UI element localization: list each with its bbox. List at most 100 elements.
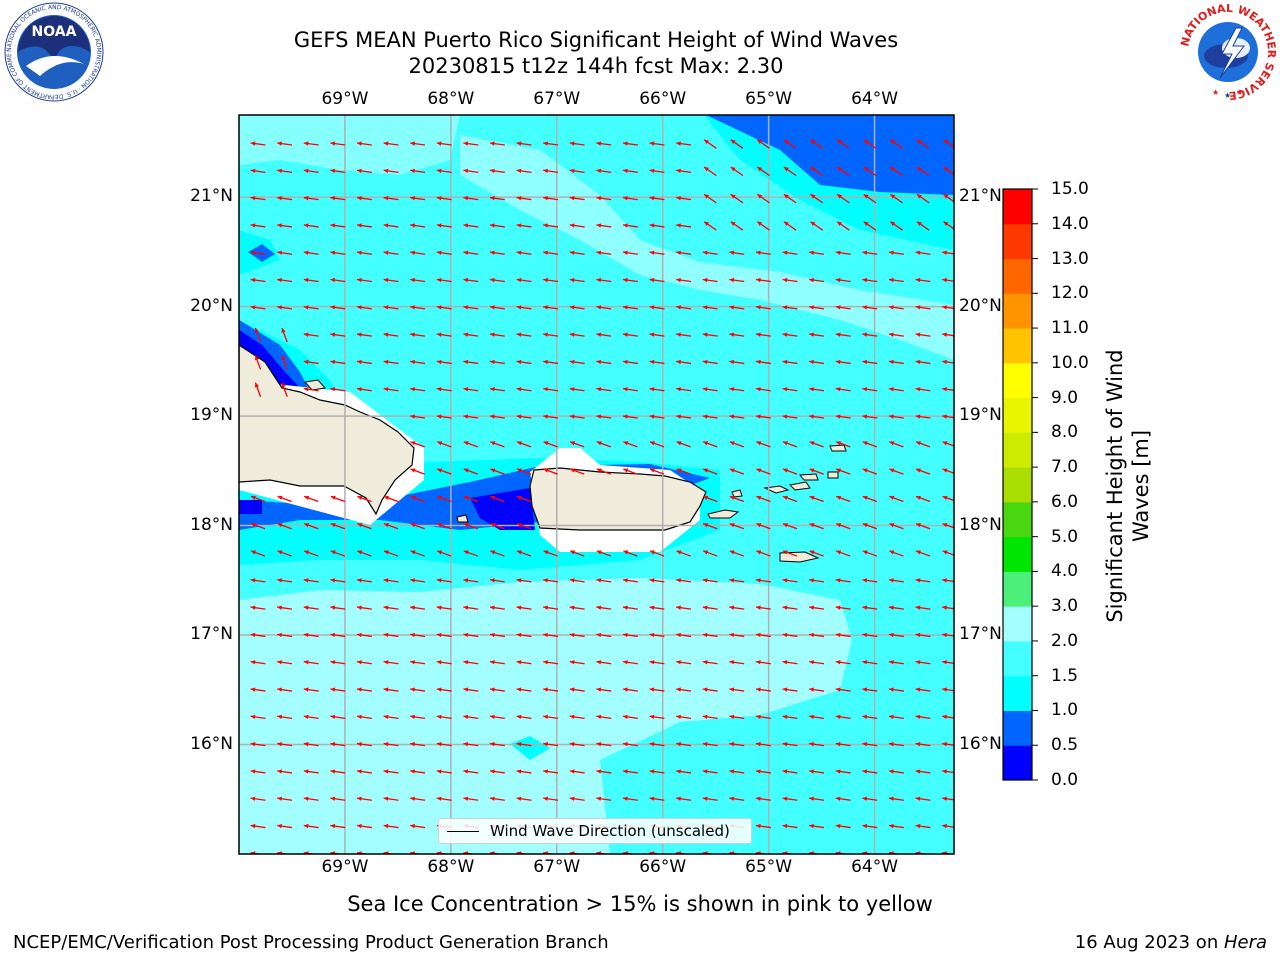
wave-direction-arrow bbox=[915, 578, 931, 583]
wave-direction-arrow bbox=[836, 166, 850, 177]
wave-direction-arrow bbox=[730, 139, 744, 149]
wave-direction-arrow bbox=[356, 250, 372, 255]
wave-direction-arrow bbox=[649, 441, 665, 448]
wave-direction-arrow bbox=[569, 769, 585, 774]
wave-direction-arrow bbox=[596, 414, 612, 419]
wave-direction-arrow bbox=[303, 769, 319, 774]
wave-direction-arrow bbox=[649, 223, 665, 228]
wave-direction-arrow bbox=[809, 687, 825, 692]
wave-direction-arrow bbox=[356, 714, 372, 720]
wave-direction-arrow bbox=[782, 742, 798, 747]
wave-direction-arrow bbox=[356, 742, 372, 747]
wave-direction-arrow bbox=[489, 742, 505, 747]
wave-direction-arrow bbox=[809, 796, 825, 801]
wave-direction-arrow bbox=[596, 769, 612, 774]
wave-direction-arrow bbox=[516, 387, 532, 392]
wave-direction-arrow bbox=[463, 277, 479, 283]
wave-direction-arrow bbox=[303, 495, 319, 503]
wave-direction-arrow bbox=[463, 196, 479, 201]
wave-direction-arrow bbox=[463, 742, 479, 747]
wave-direction-arrow bbox=[783, 139, 797, 149]
wave-direction-arrow bbox=[569, 141, 585, 146]
wave-direction-arrow bbox=[383, 823, 399, 829]
wave-direction-arrow bbox=[889, 523, 904, 530]
wave-direction-arrow bbox=[676, 441, 691, 448]
wave-direction-arrow bbox=[436, 660, 452, 665]
wave-direction-arrow bbox=[809, 468, 824, 475]
wave-direction-arrow bbox=[489, 387, 505, 392]
wave-direction-arrow bbox=[596, 277, 612, 283]
colorbar-level-label: 0.5 bbox=[1051, 735, 1079, 756]
wave-direction-arrow bbox=[782, 550, 798, 557]
wave-direction-arrow bbox=[569, 168, 585, 174]
wave-direction-arrow bbox=[489, 769, 505, 774]
wave-direction-arrow bbox=[516, 277, 532, 283]
wave-direction-arrow bbox=[782, 359, 798, 365]
wave-direction-arrow bbox=[862, 660, 878, 665]
wave-direction-arrow bbox=[649, 141, 665, 146]
wave-direction-arrow bbox=[676, 223, 692, 228]
wave-direction-arrow bbox=[543, 277, 559, 283]
wave-direction-arrow bbox=[756, 468, 771, 475]
wave-direction-arrow bbox=[835, 632, 851, 638]
wave-direction-arrow bbox=[862, 468, 878, 475]
wave-direction-arrow bbox=[250, 578, 266, 583]
wave-direction-arrow bbox=[516, 305, 532, 310]
wave-direction-arrow bbox=[649, 796, 665, 801]
wave-direction-arrow bbox=[916, 139, 930, 149]
wave-direction-arrow bbox=[942, 414, 954, 419]
wave-direction-arrow bbox=[676, 742, 692, 747]
wave-direction-arrow bbox=[836, 139, 850, 149]
wave-direction-arrow bbox=[676, 277, 692, 283]
wave-direction-arrow bbox=[915, 387, 931, 392]
wave-direction-arrow bbox=[569, 714, 585, 720]
wave-direction-arrow bbox=[836, 193, 850, 204]
wave-direction-arrow bbox=[915, 332, 931, 337]
wave-direction-arrow bbox=[862, 742, 878, 747]
chart-subtitle: 20230815 t12z 144h fcst Max: 2.30 bbox=[408, 54, 784, 78]
wave-direction-arrow bbox=[516, 441, 532, 448]
wave-direction-arrow bbox=[463, 769, 479, 774]
colorbar-segment bbox=[1003, 397, 1032, 433]
wave-direction-arrow bbox=[676, 605, 692, 610]
wave-direction-arrow bbox=[543, 550, 558, 557]
wave-direction-arrow bbox=[729, 495, 745, 503]
wave-direction-arrow bbox=[516, 632, 532, 638]
wave-direction-arrow bbox=[702, 495, 718, 503]
wave-direction-arrow bbox=[782, 387, 798, 392]
wave-direction-arrow bbox=[649, 387, 665, 392]
wave-direction-arrow bbox=[569, 796, 585, 801]
wave-direction-arrow bbox=[543, 714, 559, 720]
wave-direction-arrow bbox=[356, 196, 372, 201]
wave-direction-arrow bbox=[782, 660, 798, 665]
wave-direction-arrow bbox=[436, 468, 452, 475]
wave-direction-arrow bbox=[888, 769, 904, 774]
wave-direction-arrow bbox=[835, 468, 851, 475]
wave-direction-arrow bbox=[782, 796, 798, 801]
wave-direction-arrow bbox=[463, 168, 479, 174]
wave-direction-arrow bbox=[596, 168, 612, 174]
wave-direction-arrow bbox=[756, 523, 771, 530]
wave-direction-arrow bbox=[622, 168, 638, 174]
wave-direction-arrow bbox=[383, 660, 399, 665]
wave-direction-arrow bbox=[356, 277, 372, 283]
wave-direction-arrow bbox=[250, 250, 266, 255]
legend-swatch bbox=[447, 831, 479, 832]
wave-direction-arrow bbox=[463, 523, 479, 530]
wave-direction-arrow bbox=[303, 632, 319, 638]
wave-direction-arrow bbox=[702, 714, 718, 720]
wave-direction-arrow bbox=[463, 550, 479, 557]
wave-direction-arrow bbox=[835, 605, 851, 610]
wave-direction-arrow bbox=[356, 632, 372, 638]
wave-direction-arrow bbox=[516, 332, 532, 337]
wave-direction-arrow bbox=[596, 468, 612, 475]
wave-direction-arrow bbox=[330, 796, 346, 801]
wave-direction-arrow bbox=[489, 632, 505, 638]
wave-direction-arrow bbox=[383, 523, 399, 530]
lat-tick-label: 20°N bbox=[959, 295, 1002, 316]
colorbar-segment bbox=[1003, 328, 1032, 364]
wave-direction-arrow bbox=[942, 578, 954, 583]
wave-direction-arrow bbox=[410, 796, 426, 801]
wave-direction-arrow bbox=[915, 769, 931, 774]
wave-direction-arrow bbox=[277, 632, 293, 638]
